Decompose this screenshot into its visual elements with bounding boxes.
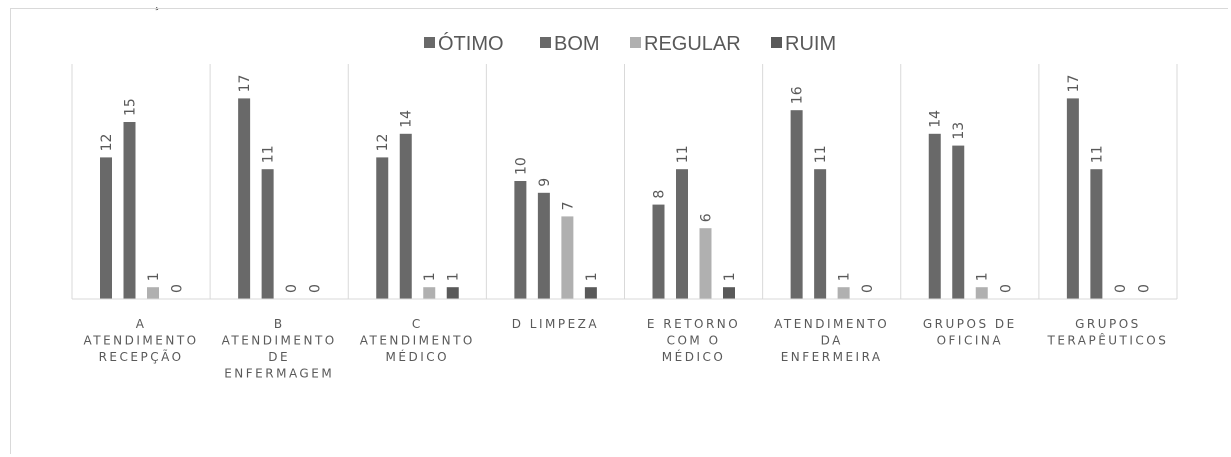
bar — [814, 169, 827, 299]
bar — [584, 287, 597, 299]
legend-entry: BOM — [554, 33, 600, 55]
data-label: 6 — [699, 213, 715, 222]
data-label: 8 — [652, 190, 668, 199]
bar — [676, 169, 688, 299]
data-label: 12 — [99, 134, 115, 152]
bar — [261, 169, 274, 299]
bar — [561, 216, 574, 299]
data-label: 1 — [837, 272, 853, 281]
data-label: 1 — [146, 272, 162, 281]
category-label: DE — [268, 350, 290, 364]
category-label: RECEPÇÃO — [99, 349, 184, 364]
data-label: 0 — [1113, 284, 1129, 293]
data-label: 1 — [722, 272, 738, 281]
category-label: GRUPOS — [1075, 317, 1141, 331]
category-label: TERAPÊUTICOS — [1046, 333, 1168, 348]
category-label: GRUPOS DE — [923, 317, 1017, 331]
data-label: 14 — [399, 110, 415, 128]
bar — [446, 287, 459, 299]
legend-entry: ÓTIMO — [438, 32, 504, 55]
legend-entry: REGULAR — [644, 33, 741, 55]
data-label: 9 — [537, 178, 553, 187]
chart-frame — [10, 8, 1228, 454]
category-label: B — [274, 317, 285, 331]
data-label: 11 — [1089, 145, 1105, 163]
bar — [399, 133, 412, 299]
data-label: 0 — [170, 284, 186, 293]
bar — [1066, 98, 1079, 300]
category-label: COM O — [667, 334, 721, 348]
category-label: C — [412, 317, 423, 331]
category-labels: AATENDIMENTORECEPÇÃOBATENDIMENTODEENFERM… — [83, 317, 1168, 381]
legend-swatch — [540, 37, 551, 48]
category-label: ATENDIMENTO — [360, 334, 475, 348]
category-label: D LIMPEZA — [512, 317, 599, 331]
data-label: 11 — [813, 145, 829, 163]
data-label: 14 — [928, 110, 944, 128]
data-label: 17 — [1066, 75, 1082, 93]
data-label: 11 — [675, 145, 691, 163]
bar — [723, 287, 735, 299]
category-label: A — [136, 317, 147, 331]
category-label: DA — [821, 334, 843, 348]
category-label: ATENDIMENTO — [222, 334, 337, 348]
data-label: 10 — [513, 157, 529, 175]
bar — [928, 133, 941, 299]
bar — [423, 287, 436, 299]
bar — [699, 228, 712, 299]
data-label: 1 — [975, 272, 991, 281]
data-label: 16 — [790, 86, 806, 104]
bar — [514, 181, 527, 299]
bar — [975, 287, 988, 299]
bar — [376, 157, 389, 299]
data-label: 1 — [422, 272, 438, 281]
bar — [537, 192, 550, 299]
category-label: MÉDICO — [386, 349, 450, 364]
category-label: E RETORNO — [647, 317, 740, 331]
legend-entry: RUIM — [785, 33, 836, 55]
bar — [952, 145, 965, 299]
bar — [652, 204, 665, 299]
data-label: 11 — [261, 145, 277, 163]
bar — [837, 287, 850, 299]
data-label: 1 — [584, 272, 600, 281]
data-label: 12 — [375, 134, 391, 152]
bar — [123, 122, 136, 299]
legend: ÓTIMO BOM REGULAR RUIM — [424, 32, 836, 55]
data-label: 13 — [951, 122, 967, 140]
data-label: 17 — [237, 75, 253, 93]
bar — [1090, 169, 1103, 299]
legend-swatch — [771, 37, 782, 48]
data-label: 0 — [308, 284, 324, 293]
category-separators — [71, 64, 1178, 299]
category-label: OFICINA — [937, 334, 1004, 348]
category-label: ENFERMAGEM — [224, 367, 334, 381]
data-label: 0 — [998, 284, 1014, 293]
category-label: ENFERMEIRA — [781, 350, 883, 364]
legend-swatch — [630, 37, 641, 48]
data-label: 0 — [860, 284, 876, 293]
category-label: MÉDICO — [662, 349, 726, 364]
data-label: 7 — [560, 201, 576, 210]
data-label: 1 — [446, 272, 462, 281]
bars — [100, 98, 1103, 300]
data-label: 0 — [1136, 284, 1152, 293]
category-label: ATENDIMENTO — [83, 334, 198, 348]
bar — [147, 287, 159, 299]
data-label: 15 — [123, 98, 139, 116]
category-label: ATENDIMENTO — [774, 317, 889, 331]
bar — [238, 98, 251, 300]
bar — [790, 110, 803, 299]
data-label: 0 — [284, 284, 300, 293]
bar — [100, 157, 112, 299]
legend-swatch — [424, 37, 435, 48]
